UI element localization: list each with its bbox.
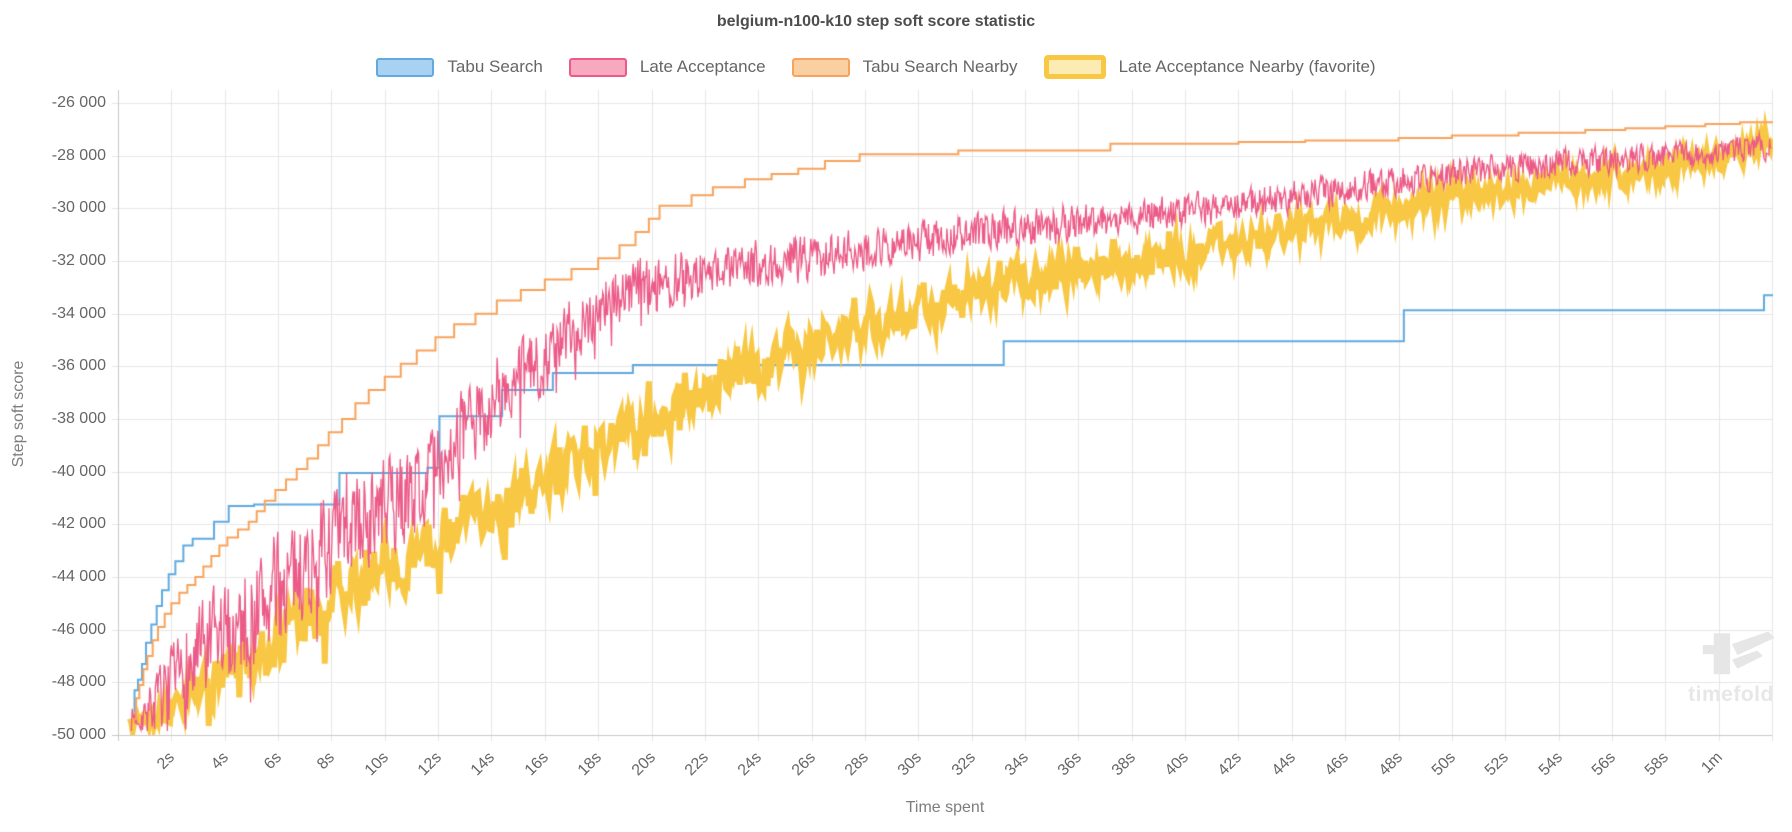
legend-item-late-acceptance[interactable]: Late Acceptance	[568, 57, 766, 77]
y-tick-label: -44 000	[51, 568, 106, 585]
legend-item-late-acceptance-nearby[interactable]: Late Acceptance Nearby (favorite)	[1043, 55, 1376, 79]
legend: Tabu Search Late Acceptance Tabu Search …	[0, 55, 1752, 79]
y-tick-label: -42 000	[51, 515, 106, 533]
y-tick-label: -50 000	[51, 726, 106, 743]
legend-swatch-late-acceptance-nearby	[1043, 55, 1106, 79]
legend-swatch-late-acceptance	[568, 57, 627, 77]
legend-label: Late Acceptance	[639, 57, 766, 76]
legend-label: Tabu Search	[447, 57, 543, 76]
legend-label: Late Acceptance Nearby (favorite)	[1118, 57, 1376, 76]
timefold-logo-icon	[1702, 631, 1775, 675]
y-tick-label: -28 000	[51, 146, 106, 164]
watermark-text: timefold	[1688, 683, 1774, 706]
legend-item-tabu-search-nearby[interactable]: Tabu Search Nearby	[791, 57, 1018, 77]
y-tick-label: -40 000	[51, 462, 106, 480]
y-tick-label: -46 000	[51, 620, 106, 638]
y-tick-label: -30 000	[51, 199, 106, 217]
legend-swatch-tabu-search-nearby	[791, 57, 850, 77]
y-tick-label: -32 000	[51, 252, 106, 269]
legend-swatch-tabu-search	[376, 57, 435, 77]
y-tick-label: -26 000	[51, 94, 106, 111]
legend-label: Tabu Search Nearby	[862, 57, 1018, 76]
y-tick-label: -34 000	[51, 304, 106, 322]
legend-item-tabu-search[interactable]: Tabu Search	[376, 57, 543, 77]
timefold-watermark: timefold	[1679, 630, 1783, 707]
y-tick-label: -48 000	[51, 673, 106, 691]
y-tick-label: -36 000	[51, 357, 106, 375]
y-tick-label: -38 000	[51, 410, 106, 427]
chart-title: belgium-n100-k10 step soft score statist…	[716, 13, 1036, 30]
x-axis-title: Time spent	[905, 799, 985, 816]
